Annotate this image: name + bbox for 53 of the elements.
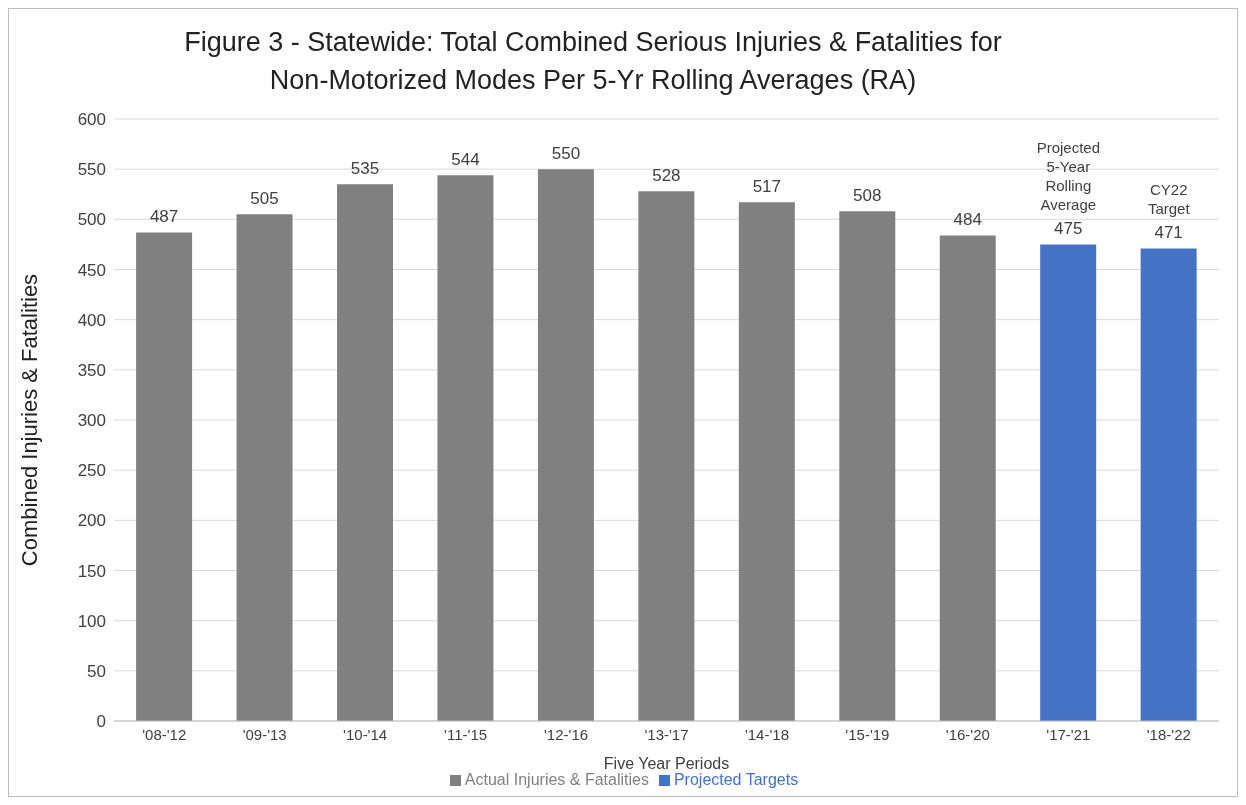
data-label: 550: [551, 144, 581, 164]
y-tick-label: 450: [77, 260, 106, 280]
annotation: CY22 Target: [1147, 181, 1191, 218]
data-label: 535: [350, 159, 380, 179]
y-axis-title: Combined Injuries & Fatalities: [16, 273, 42, 567]
y-tick-label: 250: [77, 461, 106, 481]
x-axis-title: Five Year Periods: [603, 755, 730, 772]
x-tick-label: '13-'17: [644, 725, 689, 743]
x-tick-label: '14-'18: [744, 725, 789, 743]
bar: [638, 191, 695, 721]
x-tick-label: '17-'21: [1046, 725, 1091, 743]
data-label: 517: [752, 177, 782, 197]
bar: [537, 169, 594, 721]
y-tick-label: 300: [77, 411, 106, 431]
data-label: 475: [1054, 219, 1083, 239]
x-tick-label: '18-'22: [1146, 725, 1191, 743]
data-label: 528: [652, 166, 681, 186]
y-tick-label: 350: [77, 360, 106, 380]
data-label: 487: [149, 207, 179, 227]
y-tick-label: 150: [77, 561, 106, 581]
x-tick-label: '09-'13: [242, 725, 287, 743]
x-tick-label: '15-'19: [845, 725, 890, 743]
annotation: Projected 5-Year Rolling Average: [1036, 139, 1101, 214]
x-tick-label: '10-'14: [343, 725, 388, 743]
y-tick-label: 50: [87, 661, 106, 681]
y-tick-label: 500: [77, 210, 106, 230]
x-tick-label: '16-'20: [945, 725, 990, 743]
data-label: 471: [1154, 223, 1183, 243]
bar: [738, 202, 795, 721]
y-tick-label: 550: [77, 160, 106, 180]
chart-title: Figure 3 - Statewide: Total Combined Serious Injuries & Fatalities for Non-Motorized Modes Per 5-Yr Rolling Averages (RA): [183, 26, 1003, 97]
bar: [337, 184, 394, 721]
x-tick-label: '12-'16: [544, 725, 589, 743]
y-tick-label: 600: [77, 110, 106, 130]
bar: [236, 214, 293, 721]
y-tick-label: 0: [96, 712, 106, 732]
y-tick-label: 400: [77, 310, 106, 330]
legend-label: Actual Injuries & Fatalities: [464, 771, 649, 788]
bar: [1040, 244, 1097, 721]
legend-label: Projected Targets: [673, 771, 799, 788]
bar: [1140, 248, 1197, 721]
y-tick-label: 200: [77, 511, 106, 531]
x-tick-label: '08-'12: [142, 725, 187, 743]
data-label: 484: [953, 210, 982, 230]
data-label: 505: [250, 189, 279, 209]
bar: [839, 211, 896, 721]
data-label: 544: [451, 150, 480, 170]
y-tick-label: 100: [77, 611, 106, 631]
bar: [136, 232, 193, 721]
data-label: 508: [853, 186, 882, 206]
x-tick-label: '11-'15: [444, 725, 488, 743]
bar: [437, 175, 494, 721]
bar: [939, 235, 996, 721]
